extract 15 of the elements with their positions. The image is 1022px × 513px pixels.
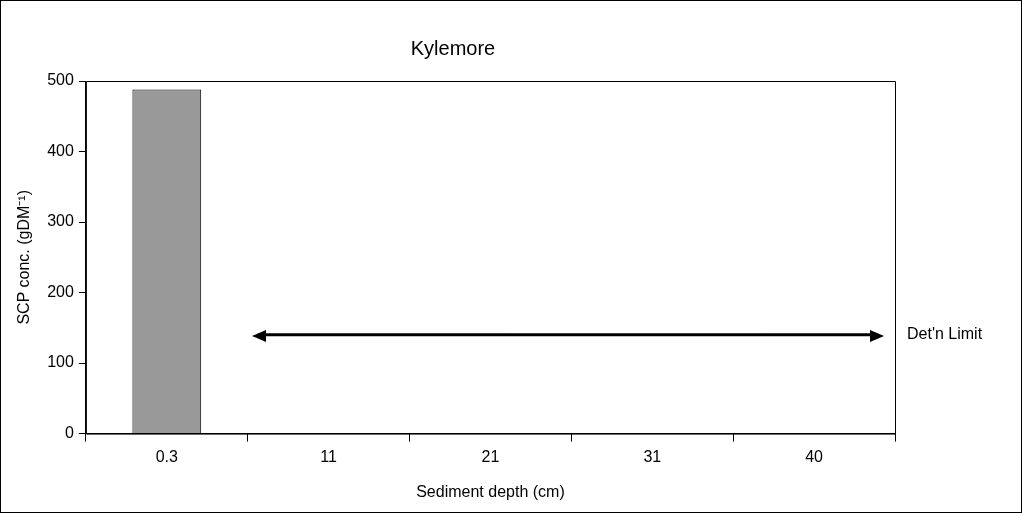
- y-tick-label: 100: [47, 353, 74, 371]
- y-tick-label: 200: [47, 282, 74, 300]
- x-tick-label: 40: [805, 447, 824, 465]
- x-axis-title: Sediment depth (cm): [416, 482, 565, 500]
- y-tick-label: 300: [47, 212, 74, 230]
- y-tick-label: 500: [47, 71, 74, 89]
- chart-title: Kylemore: [410, 36, 496, 59]
- x-tick-label: 21: [481, 447, 500, 465]
- y-tick-label: 0: [64, 424, 74, 442]
- ref-line-label: Det'n Limit: [907, 325, 983, 343]
- y-tick-label: 400: [47, 141, 74, 159]
- y-axis-title: SCP conc. (gDM⁻¹): [15, 190, 33, 325]
- x-tick-label: 31: [643, 447, 662, 465]
- x-tick-label: 0.3: [155, 447, 179, 465]
- x-tick-label: 11: [320, 447, 338, 465]
